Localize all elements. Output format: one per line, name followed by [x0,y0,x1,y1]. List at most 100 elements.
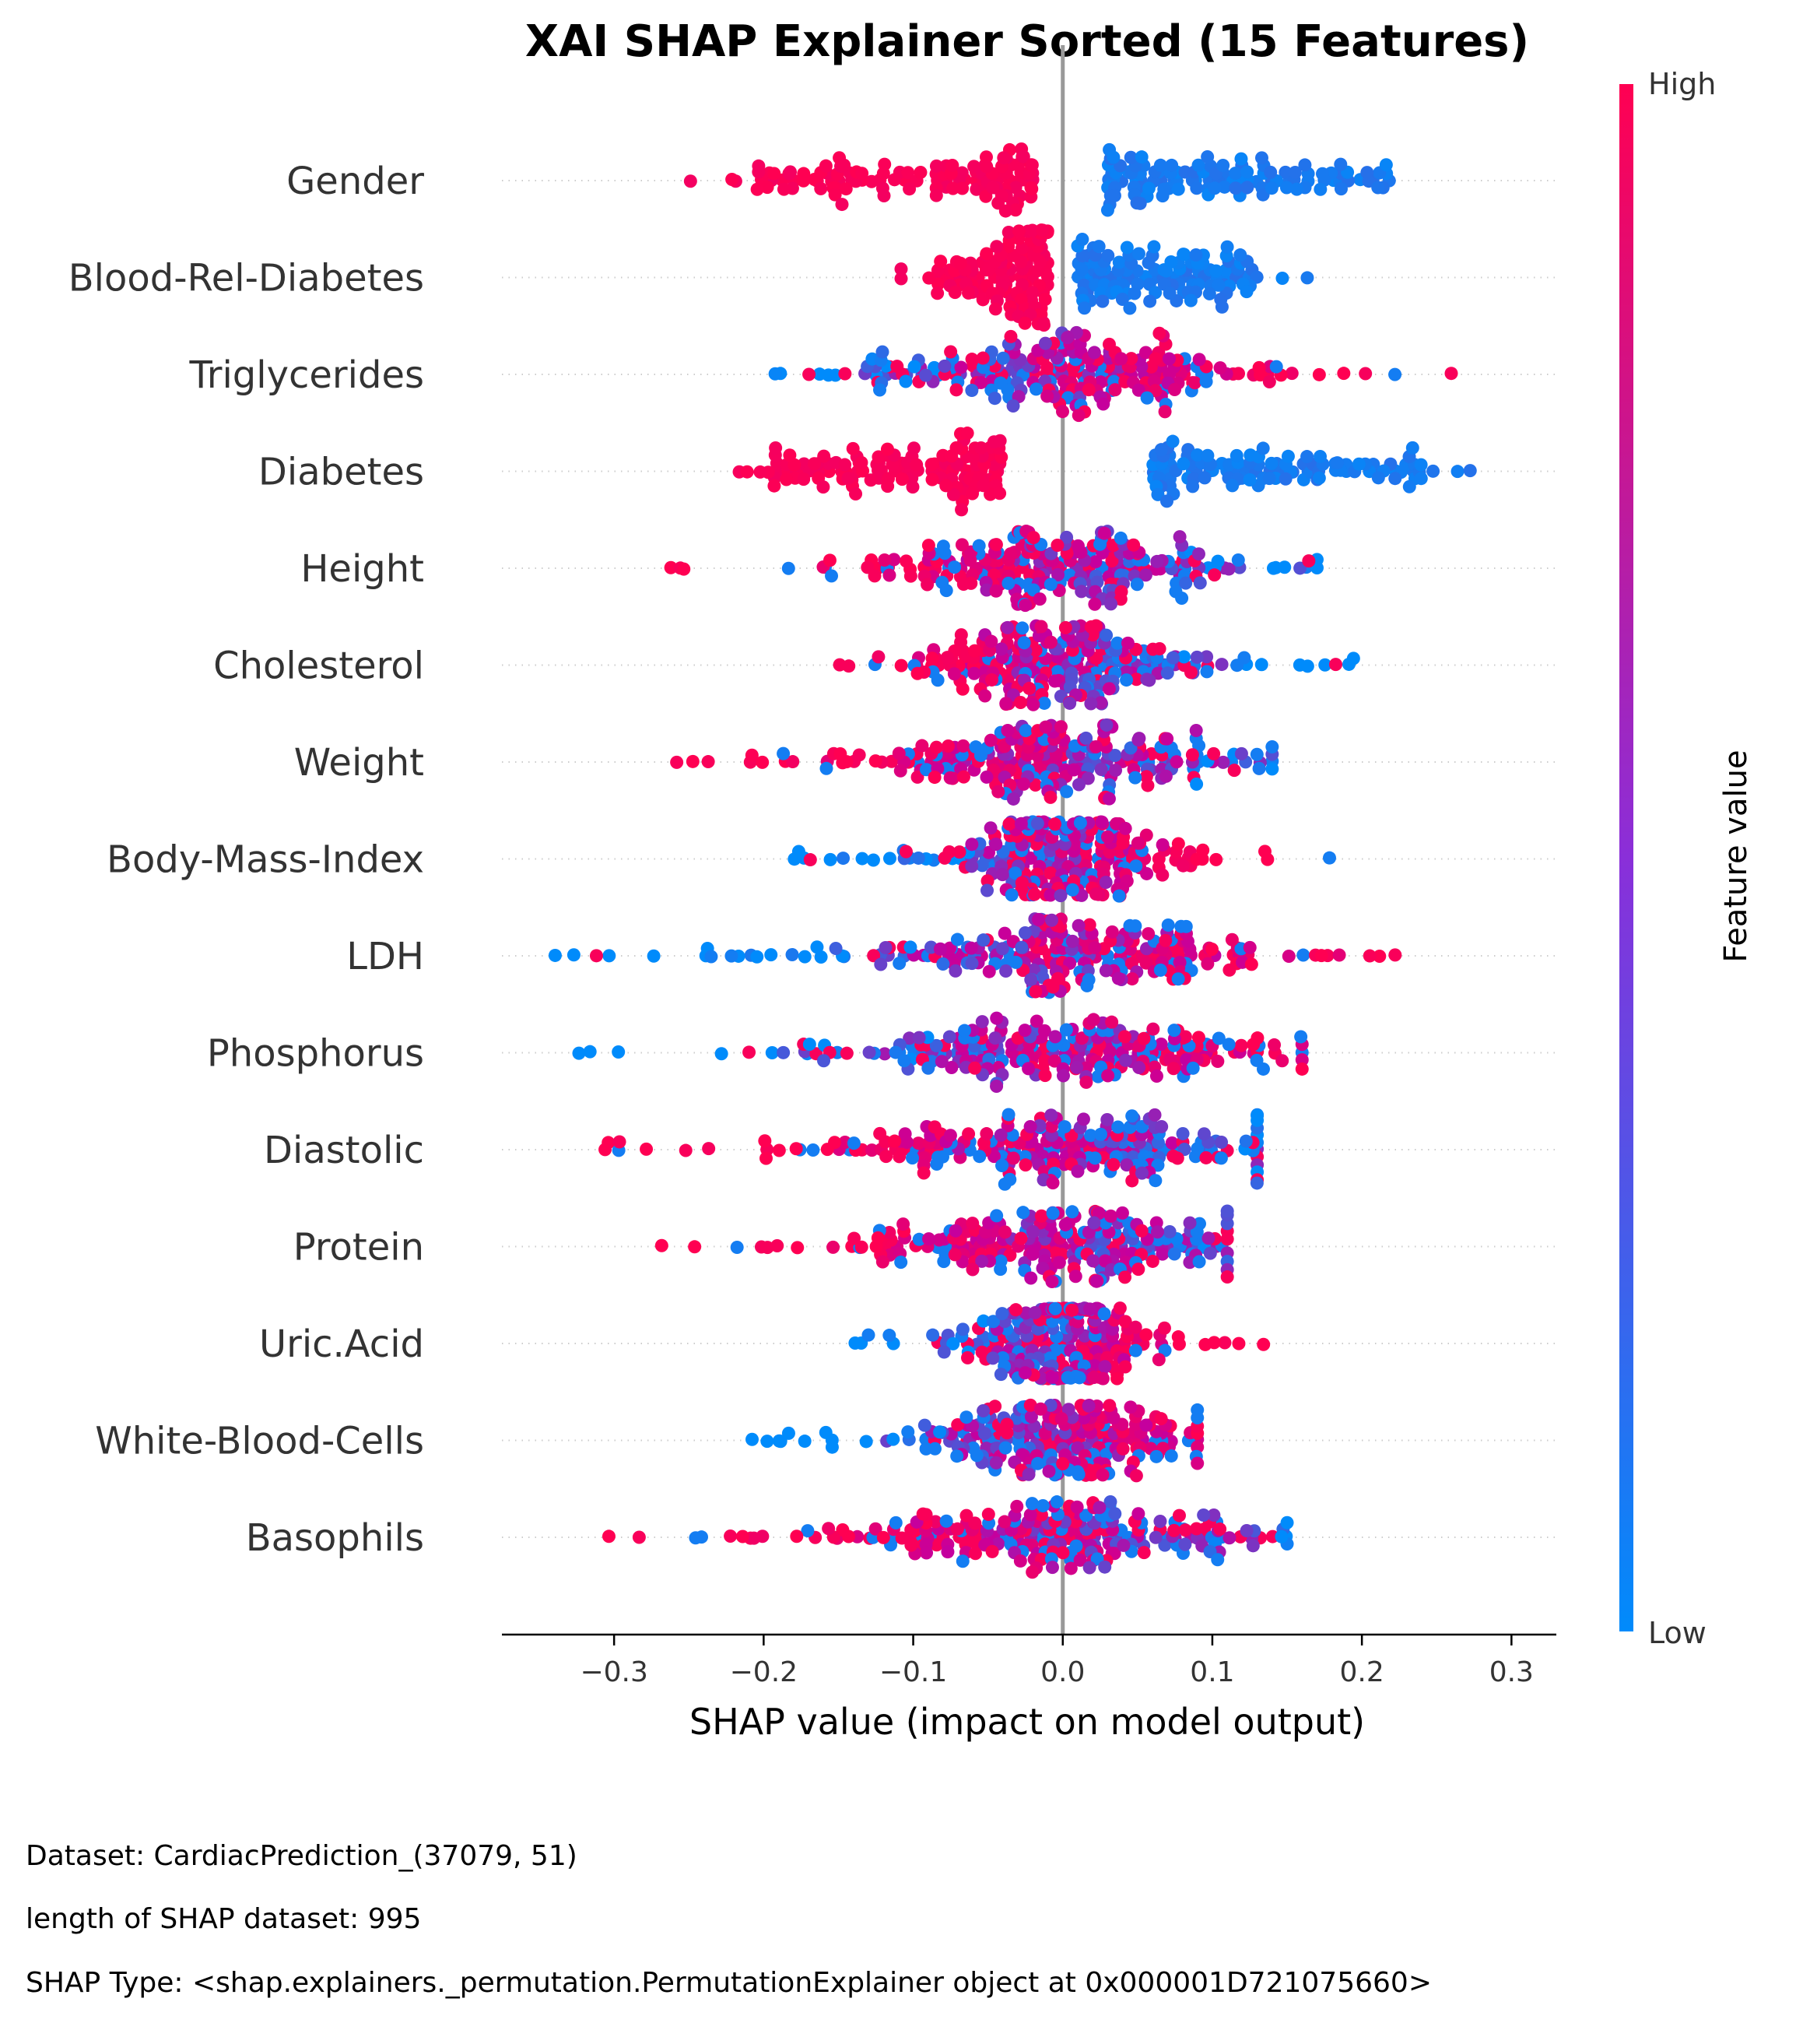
shap-dot [768,367,782,381]
shap-dot [1125,1174,1139,1188]
feature-label: Uric.Acid [259,1322,424,1366]
shap-dot [950,1449,964,1463]
feature-labels: Gender Blood-Rel-Diabetes Triglycerides Dia… [68,160,425,1560]
shap-dot [837,158,851,172]
shap-dot [1010,1499,1024,1513]
footer-shap-type: SHAP Type: <shap.explainers._permutation… [26,1967,1432,1999]
shap-dot [1149,352,1163,366]
shap-dot [1097,526,1111,540]
shap-dot [1118,1270,1132,1284]
shap-dot [929,740,943,754]
shap-dot [1156,1247,1170,1261]
shap-dot [928,360,942,374]
shap-dot [1125,972,1139,986]
shap-dot [747,1531,761,1545]
shap-dot [1207,746,1221,760]
shap-dot [1131,1263,1145,1277]
shap-dot [1141,778,1155,792]
shap-dot [1256,1062,1270,1076]
shap-dot [1167,1523,1181,1537]
x-tick-label: 0.0 [1040,1656,1085,1688]
shap-dot [1160,666,1174,680]
shap-dot [1218,180,1232,194]
shap-dot [921,539,935,553]
shap-dot [911,851,925,865]
shap-dot [825,1440,839,1454]
shap-dot [1052,1256,1066,1270]
x-tick-label: −0.2 [730,1656,798,1688]
shap-dot [745,1432,759,1446]
shap-dot [1018,926,1032,940]
shap-dot [1073,1553,1087,1567]
shap-dot [1046,1176,1060,1190]
shap-dot [873,1126,887,1140]
shap-dot [1211,1055,1225,1069]
shap-dot [567,948,581,962]
shap-dot [937,1345,951,1359]
shap-dot [956,181,970,195]
shap-dot [1254,658,1268,672]
shap-dot [1332,948,1346,962]
shap-dot [1018,1024,1032,1038]
shap-dot [1251,1108,1265,1122]
shap-dot [1149,1069,1163,1083]
shap-dot [942,845,956,859]
shap-dot [1111,971,1125,985]
shap-dot [1056,405,1070,419]
shap-dot [1065,1205,1079,1219]
shap-dot [1314,449,1328,463]
shap-dot [1240,165,1254,179]
shap-dot [1065,934,1079,948]
shap-dot [980,160,994,174]
shap-dot [833,658,847,672]
shap-dot [1209,852,1223,866]
shap-dot [1051,567,1065,581]
shap-dot [907,441,921,455]
shap-dot [1015,883,1029,897]
shap-dot [973,1150,987,1164]
shap-dot [725,173,739,187]
shap-dot [1080,978,1094,992]
shap-dot [1116,1442,1130,1456]
shap-dot [910,666,924,680]
shap-dot [817,1054,831,1068]
shap-dot [874,957,888,971]
shap-dot [1044,1108,1058,1122]
shap-dot [1300,450,1314,464]
shap-dot [750,182,764,196]
shap-dot [981,1507,995,1521]
shap-dot [1143,294,1157,308]
shap-dot [961,1350,975,1364]
shap-dot [861,560,875,574]
shap-dot [742,1045,756,1059]
shap-dot [822,1522,836,1536]
shap-dot [1146,1022,1160,1036]
shap-dot [1047,674,1061,688]
shap-dot [1086,1013,1100,1027]
shap-dot [1089,887,1103,901]
shap-dot [1279,472,1293,486]
shap-dot [921,1061,935,1075]
shap-dot [798,950,812,964]
shap-dot [1075,233,1089,247]
shap-dot [879,940,893,954]
shap-dot [1108,383,1122,397]
shap-dot [1186,479,1200,493]
shap-dot [966,1263,980,1277]
shap-dot [1205,942,1219,956]
shap-dot [1177,650,1191,664]
shap-dot [1334,182,1348,196]
shap-dot [959,1508,973,1522]
shap-dot [937,1255,951,1269]
shap-dot [1275,1529,1289,1544]
shap-dot [924,458,938,472]
shap-dot [1207,1508,1221,1522]
shap-dot [1268,1038,1282,1052]
shap-dot [773,1435,788,1449]
shap-dot [1016,777,1030,791]
shap-dot [1257,1337,1271,1351]
shap-dot [1213,361,1227,375]
shap-dot [1279,165,1293,179]
shap-dot [1016,1206,1030,1220]
shap-dot [1171,837,1185,851]
